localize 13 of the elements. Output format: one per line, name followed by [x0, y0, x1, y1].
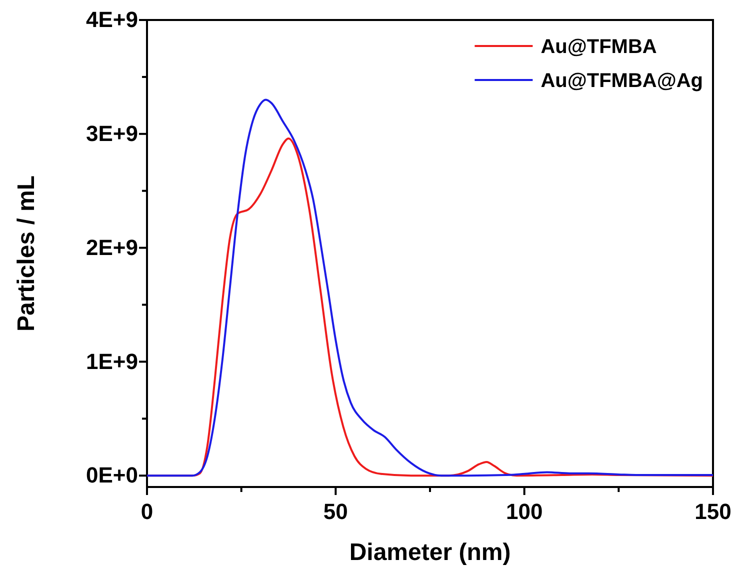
- x-tick-label: 50: [323, 499, 348, 524]
- legend-label: Au@TFMBA: [540, 36, 657, 58]
- y-tick-label: 4E+9: [86, 7, 138, 32]
- x-tick-label: 100: [506, 499, 543, 524]
- x-tick-label: 150: [694, 499, 732, 524]
- y-tick-label: 1E+9: [86, 348, 138, 374]
- y-tick-label: 0E+0: [86, 462, 138, 488]
- x-axis-title: Diameter (nm): [349, 539, 511, 566]
- legend-label: Au@TFMBA@Ag: [540, 70, 703, 92]
- y-tick-label: 2E+9: [86, 234, 138, 260]
- x-tick-label: 0: [140, 499, 154, 524]
- y-tick-label: 3E+9: [86, 120, 138, 146]
- y-axis-title: Particles / mL: [13, 175, 40, 332]
